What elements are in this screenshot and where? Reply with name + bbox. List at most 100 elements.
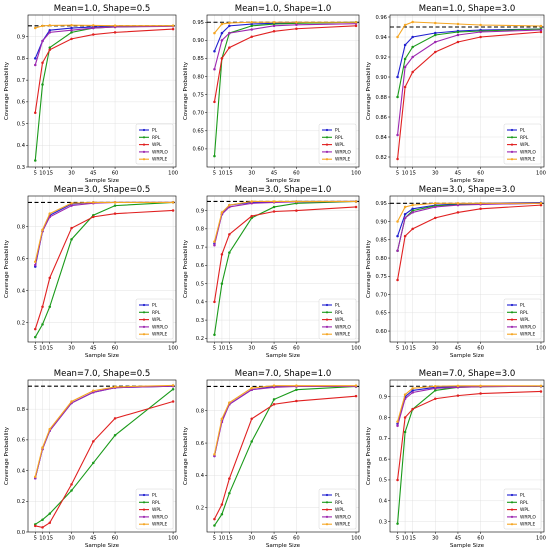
y-tick-label: 0.82 (375, 155, 387, 161)
data-point-wpl (92, 33, 95, 36)
y-axis-label: Coverage Probability (4, 426, 10, 485)
data-point-wrplo (456, 203, 460, 207)
y-tick-label: 0.3 (17, 165, 25, 171)
data-point-wrple (411, 20, 414, 24)
x-tick-label: 100 (168, 346, 178, 352)
data-point-rpl (228, 251, 231, 254)
legend-marker-wrple (142, 333, 146, 336)
panel-2: 5 10 15 30 45 60 100 0.60 0.65 0.70 0.75 0.80 0.85 0.… (183, 4, 361, 184)
x-tick-label: 5 (396, 171, 399, 177)
data-point-wrple (434, 202, 437, 205)
legend-marker-wrple (510, 333, 514, 336)
x-tick-label: 5 (396, 536, 399, 542)
data-point-wpl (228, 46, 231, 49)
data-point-wrplo (479, 30, 482, 34)
data-point-rpl (70, 489, 73, 492)
data-point-wrple (213, 453, 216, 456)
data-point-wrple (403, 393, 407, 396)
data-point-wrple (34, 26, 37, 30)
y-tick-label: 0.9 (17, 35, 25, 41)
data-point-wpl (354, 394, 358, 398)
y-tick-label: 0.6 (379, 457, 387, 463)
legend-marker-wpl (142, 508, 146, 511)
data-point-wrple (354, 384, 358, 387)
data-point-pl (411, 389, 414, 392)
x-tick-label: 5 (213, 536, 216, 542)
x-tick-label: 100 (536, 346, 546, 352)
panel-5: 5 10 15 30 45 60 100 0.2 0.3 0.4 0.5 0.6 0.7 0.8 0.9 Me… (183, 185, 361, 359)
data-point-rpl (70, 238, 73, 241)
y-tick-label: 0.70 (375, 292, 387, 298)
data-point-wpl (479, 35, 482, 39)
y-tick-label: 0.7 (17, 78, 25, 84)
data-point-wpl (92, 215, 95, 219)
legend-box (503, 123, 542, 165)
data-point-wrple (92, 201, 95, 204)
y-tick-label: 0.4 (17, 288, 26, 294)
y-tick-label: 0.88 (375, 95, 387, 101)
panel-title: Mean=7.0, Shape=3.0 (419, 369, 515, 379)
data-point-wrplo (456, 33, 460, 37)
legend-marker-pl (325, 128, 329, 132)
legend-box (318, 123, 357, 165)
x-tick-label: 15 (46, 536, 53, 542)
data-point-wrplo (34, 263, 37, 267)
y-tick-label: 0.96 (375, 15, 387, 21)
y-tick-label: 0.6 (17, 256, 25, 262)
data-point-rpl (272, 205, 276, 209)
legend-label-wrplo: WRPLO (520, 514, 536, 520)
data-point-pl (228, 24, 231, 28)
data-point-wrple (250, 20, 253, 24)
legend-label-pl: PL (152, 493, 158, 499)
legend-marker-wpl (510, 508, 514, 511)
panel-6: 5 10 15 30 45 60 100 0.60 0.65 0.70 0.75 0.80 0.85 0.… (366, 185, 546, 359)
data-point-pl (250, 22, 253, 26)
data-point-wrple (295, 384, 298, 387)
data-point-wrple (92, 389, 95, 392)
legend-label-wrplo: WRPLO (520, 149, 536, 155)
legend-marker-wrple (142, 523, 146, 526)
y-tick-label: 0.4 (196, 300, 205, 306)
series-line-wpl (34, 28, 174, 113)
data-point-wrple (113, 24, 117, 27)
legend-marker-wrplo (510, 150, 514, 153)
y-axis-label: Coverage Probability (366, 239, 372, 298)
data-point-wrple (113, 201, 117, 204)
data-point-wrple (220, 417, 224, 421)
data-point-wrple (70, 201, 73, 205)
data-point-wrplo (396, 249, 399, 252)
data-point-rpl (213, 524, 216, 527)
data-point-wpl (250, 35, 253, 38)
x-tick-label: 100 (351, 171, 361, 177)
y-tick-label: 0.2 (17, 499, 25, 505)
data-point-rpl (34, 159, 37, 162)
data-point-wrple (272, 20, 276, 24)
y-tick-label: 0.4 (17, 468, 26, 474)
y-tick-label: 0.75 (375, 274, 387, 280)
data-point-rpl (220, 282, 224, 285)
data-point-wrple (213, 240, 216, 243)
x-tick-label: 10 (39, 536, 46, 542)
legend-marker-wpl (510, 318, 514, 321)
legend-marker-rpl (510, 311, 514, 314)
data-point-rpl (272, 398, 276, 401)
x-axis-label: Sample Size (450, 543, 485, 549)
y-tick-label: 0.95 (375, 201, 387, 207)
legend-marker-wrple (510, 523, 514, 526)
data-point-rpl (411, 45, 414, 49)
x-tick-label: 10 (402, 346, 409, 352)
x-axis-label: Sample Size (450, 353, 485, 359)
data-point-wpl (34, 111, 37, 114)
legend-label-wrple: WRPLE (335, 157, 350, 163)
legend-label-rpl: RPL (520, 135, 529, 141)
data-point-wpl (113, 417, 117, 420)
data-point-rpl (403, 57, 407, 61)
data-point-wrple (354, 20, 358, 24)
data-point-wrple (479, 202, 482, 205)
data-point-rpl (250, 24, 253, 28)
x-tick-label: 100 (351, 536, 361, 542)
x-tick-label: 5 (213, 171, 216, 177)
y-tick-label: 0.5 (17, 121, 25, 127)
data-point-pl (403, 43, 407, 47)
data-point-wpl (213, 517, 216, 521)
